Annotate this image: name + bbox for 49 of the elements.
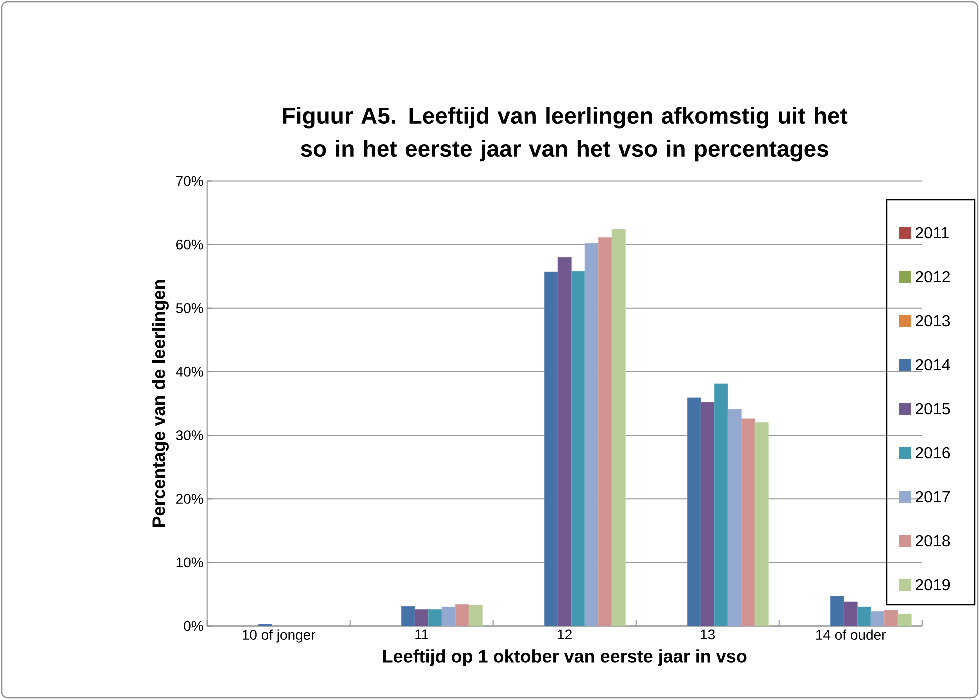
- y-tick-label: 70%: [176, 176, 204, 186]
- bar: [898, 614, 912, 626]
- bar: [428, 609, 442, 626]
- y-axis-title: Percentage van de leerlingen: [152, 280, 169, 528]
- y-tick-label: 0%: [184, 621, 204, 632]
- bar: [728, 409, 742, 626]
- bar: [558, 257, 572, 626]
- legend-label: 2018: [916, 535, 950, 547]
- bar: [754, 422, 769, 626]
- y-tick-label: 10%: [176, 558, 204, 568]
- bar: [584, 243, 599, 626]
- legend-label: 2014: [916, 359, 950, 371]
- x-tick-label: 10 of jonger: [242, 630, 316, 643]
- bar: [741, 418, 756, 626]
- legend-label: 2019: [916, 579, 950, 591]
- chart-title: Figuur A5. Leeftijd van leerlingen afkomstig uit het so in het eerste jaar van het vso in percentages: [283, 107, 848, 162]
- bar: [714, 384, 728, 626]
- y-tick-label: 50%: [176, 303, 204, 314]
- bar: [844, 602, 858, 626]
- y-tick-label: 20%: [176, 494, 204, 504]
- bar: [598, 238, 612, 626]
- bar: [544, 272, 558, 626]
- legend-label: 2011: [916, 227, 949, 239]
- bar: [401, 606, 416, 626]
- bar: [468, 605, 483, 626]
- legend-label: 2013: [916, 315, 950, 327]
- y-tick-label: 30%: [176, 430, 204, 440]
- legend-label: 2012: [916, 271, 950, 283]
- bar: [687, 398, 702, 626]
- legend-label: 2015: [916, 403, 950, 415]
- bar: [414, 609, 429, 626]
- y-tick-label: 40%: [176, 366, 204, 377]
- x-tick-label: 12: [558, 630, 572, 640]
- bar: [442, 606, 456, 626]
- bar: [571, 271, 586, 626]
- bar: [455, 604, 470, 626]
- x-tick-label: 14 of ouder: [816, 630, 886, 640]
- bar: [870, 611, 885, 626]
- bar: [700, 402, 715, 626]
- legend-label: 2017: [916, 491, 950, 503]
- bar: [857, 606, 872, 626]
- x-tick-label: 11: [416, 630, 428, 640]
- bar: [830, 596, 844, 626]
- bar: [612, 229, 626, 626]
- legend-label: 2016: [916, 447, 950, 459]
- y-tick-label: 60%: [176, 240, 204, 250]
- bar: [884, 610, 898, 626]
- x-axis-title: Leeftijd op 1 oktober van eerste jaar in vso: [384, 650, 747, 666]
- x-tick-label: 13: [701, 630, 716, 640]
